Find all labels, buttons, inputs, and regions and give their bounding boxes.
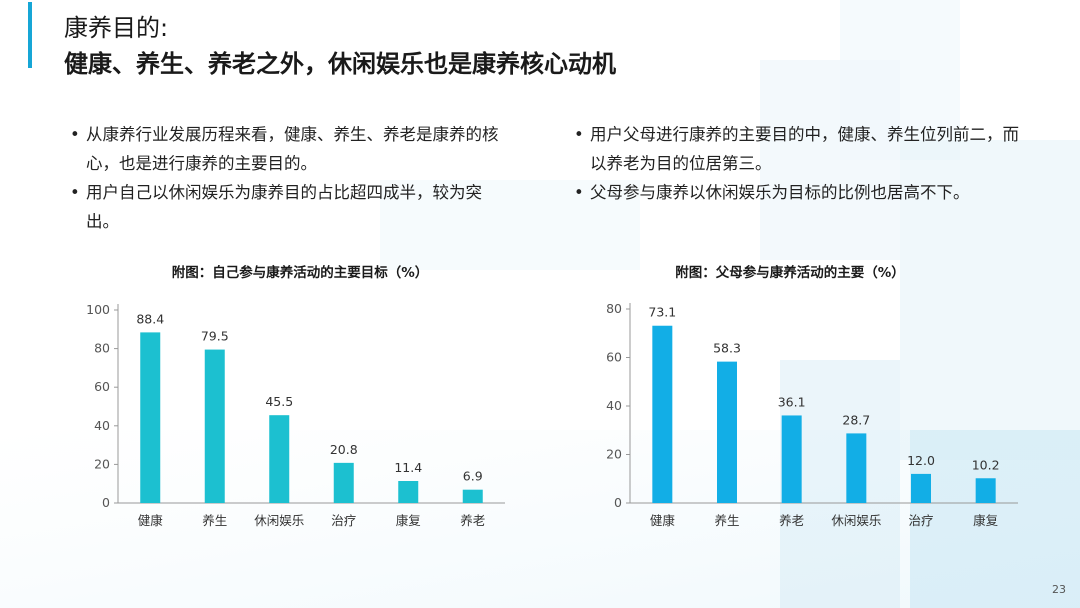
bar-value-label: 45.5 (265, 394, 293, 409)
bar-value-label: 58.3 (713, 341, 741, 356)
x-category-label: 健康 (650, 513, 676, 528)
bar (269, 415, 290, 503)
y-tick-label: 80 (94, 341, 110, 356)
bar-value-label: 20.8 (330, 442, 358, 457)
page-subtitle: 健康、养生、养老之外，休闲娱乐也是康养核心动机 (64, 50, 616, 78)
x-category-label: 健康 (138, 513, 164, 528)
y-tick-label: 80 (606, 301, 622, 316)
title-accent-bar (28, 2, 32, 68)
bar-value-label: 11.4 (394, 460, 422, 475)
y-tick-label: 40 (606, 398, 622, 413)
right-bullet-list: 用户父母进行康养的主要目的中，健康、养生位列前二，而以养老为目的位居第三。 父母… (570, 120, 1030, 207)
x-category-label: 养老 (460, 513, 485, 528)
y-tick-label: 100 (86, 302, 110, 317)
y-tick-label: 60 (94, 379, 110, 394)
y-tick-label: 0 (102, 495, 110, 510)
bar (911, 473, 931, 503)
bar (975, 478, 996, 503)
bar (846, 433, 867, 503)
bar-value-label: 28.7 (842, 412, 870, 427)
x-category-label: 养生 (714, 513, 739, 528)
bullet-item: 父母参与康养以休闲娱乐为目标的比例也居高不下。 (570, 178, 1030, 207)
x-category-label: 休闲娱乐 (254, 513, 304, 528)
bar (333, 462, 354, 503)
y-tick-label: 0 (614, 495, 622, 510)
right-chart-title: 附图：父母参与康养活动的主要（%） (675, 265, 905, 281)
bar (140, 332, 161, 503)
bar (717, 361, 737, 503)
y-tick-label: 60 (606, 350, 622, 365)
page-title: 康养目的: (64, 14, 169, 42)
x-category-label: 治疗 (908, 513, 933, 528)
y-tick-label: 20 (606, 447, 622, 462)
bar-value-label: 73.1 (648, 305, 676, 320)
bar (652, 325, 673, 503)
x-category-label: 养生 (202, 513, 227, 528)
bar-value-label: 6.9 (463, 469, 483, 484)
bar-value-label: 12.0 (907, 453, 935, 468)
bar-value-label: 79.5 (201, 329, 229, 344)
bullet-item: 从康养行业发展历程来看，健康、养生、养老是康养的核心，也是进行康养的主要目的。 (66, 120, 506, 178)
bar (398, 480, 419, 503)
bar (781, 415, 802, 503)
x-category-label: 康复 (973, 513, 999, 528)
x-category-label: 休闲娱乐 (831, 513, 881, 528)
page-number: 23 (1052, 583, 1066, 596)
y-tick-label: 40 (94, 418, 110, 433)
bar (462, 489, 483, 503)
x-category-label: 养老 (779, 513, 804, 528)
y-tick-label: 20 (94, 456, 110, 471)
bar-value-label: 10.2 (972, 457, 1000, 472)
x-category-label: 治疗 (331, 513, 356, 528)
bar (204, 349, 225, 503)
bullet-item: 用户自己以休闲娱乐为康养目的占比超四成半，较为突出。 (66, 178, 506, 236)
bullet-item: 用户父母进行康养的主要目的中，健康、养生位列前二，而以养老为目的位居第三。 (570, 120, 1030, 178)
x-category-label: 康复 (396, 513, 422, 528)
left-chart-title: 附图：自己参与康养活动的主要目标（%） (171, 265, 429, 281)
bar-value-label: 88.4 (136, 311, 164, 326)
bar-value-label: 36.1 (778, 394, 806, 409)
left-bullet-list: 从康养行业发展历程来看，健康、养生、养老是康养的核心，也是进行康养的主要目的。 … (66, 120, 506, 236)
